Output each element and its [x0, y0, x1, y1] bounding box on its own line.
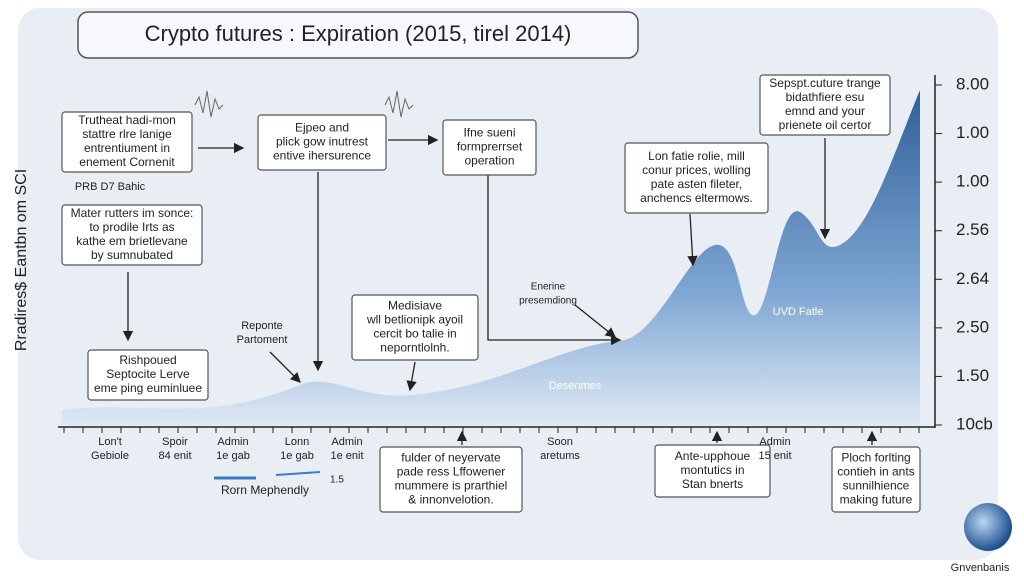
x-label: Lon't: [98, 436, 122, 448]
callout-text: operation: [464, 154, 514, 168]
callout-text: Lon fatie rolie, mill: [648, 149, 745, 163]
callout-text: emnd and your: [785, 104, 865, 118]
callout-text: formprerrset: [457, 140, 523, 154]
callout-text: cercit bo talie in: [373, 327, 456, 341]
callout-text: neporntlolnh.: [380, 341, 449, 355]
arrow: [269, 351, 301, 383]
x-label: 84 enit: [158, 450, 191, 462]
callout-text: prienete oil certor: [779, 118, 872, 132]
callout-text: mummere is prarthiel: [395, 479, 508, 493]
callout-text: Trutheat hadi-mon: [78, 113, 176, 127]
annotation: presemdiong: [519, 296, 577, 307]
callout-text: Septocite Lerve: [106, 367, 190, 381]
right-axis-label: 2.56: [956, 220, 989, 239]
arrow: [687, 213, 698, 267]
callout-text: Sepspt.cuture trange: [769, 76, 881, 90]
callout-text: Stan bnerts: [682, 477, 743, 491]
callout-text: kathe em brietlevane: [76, 234, 188, 248]
callout-text: enement Cornenit: [79, 155, 175, 169]
callout-box: [257, 114, 387, 171]
callout-text: eme ping euminluee: [94, 381, 202, 395]
x-label: aretums: [540, 450, 580, 462]
callout-text: Mater rutters im sonce:: [71, 206, 194, 220]
callout-box: [442, 119, 537, 176]
callout-text: pate asten fileter,: [651, 177, 742, 191]
x-label: Gebiole: [91, 450, 129, 462]
annotation: PRB D7 Bahic: [75, 181, 146, 193]
legend-label: Rorn Mephendly: [221, 483, 309, 497]
annotation: Enerine: [531, 282, 566, 293]
callout-text: Ifne sueni: [463, 126, 515, 140]
x-label: Lonn: [285, 436, 309, 448]
annotation: Partoment: [237, 334, 288, 346]
right-axis-label: 1.50: [956, 366, 989, 385]
callout-text: anchencs eltermows.: [640, 191, 753, 205]
logo: [964, 503, 1012, 551]
right-axis-label: 2.64: [956, 269, 989, 288]
right-axis-label: 2.50: [956, 317, 989, 336]
x-label: 15 enit: [758, 450, 791, 462]
callout-text: entrentiument in: [84, 141, 170, 155]
callout-text: Ejpeo and: [295, 121, 349, 135]
callout-text: wll betlionipk ayoil: [366, 313, 463, 327]
callout-text: to prodile Irts as: [89, 220, 174, 234]
arrow: [406, 361, 417, 392]
title: Crypto futures : Expiration (2015, tirel…: [145, 21, 572, 46]
callout-box: [379, 446, 523, 513]
callout-text: Medisiave: [388, 299, 442, 313]
area: [62, 90, 920, 425]
tick-marks: [63, 84, 942, 433]
annotation: Reponte: [241, 320, 283, 332]
callout-text: stattre rlre lanige: [82, 127, 172, 141]
right-axis-label: 1.00: [956, 123, 989, 142]
callout-text: by sumnubated: [91, 248, 173, 262]
callout-text: plick gow inutrest: [276, 135, 369, 149]
annotation: Desenmes: [549, 380, 602, 392]
x-label: Spoir: [162, 436, 188, 448]
title-box: [77, 11, 639, 59]
callout-box: [61, 111, 193, 173]
arrow: [487, 175, 622, 346]
callout-text: entive ihersurence: [273, 149, 371, 163]
right-axis-label: 1.00: [956, 172, 989, 191]
callout-box: [831, 446, 921, 513]
callout-box: [759, 74, 891, 136]
x-label: 1e gab: [280, 450, 314, 462]
callout-text: sunnilhience: [843, 479, 910, 493]
wave-icon: [384, 90, 414, 118]
callout-box: [87, 349, 209, 401]
callout-text: Ante-upphoue: [675, 449, 751, 463]
x-label: Admin: [217, 436, 248, 448]
x-label: Soon: [547, 436, 573, 448]
callout-box: [654, 444, 771, 498]
wave-icon: [194, 90, 224, 118]
x-label: 1e gab: [216, 450, 250, 462]
callout-text: bidathfiere esu: [786, 90, 865, 104]
callout-text: & innonvelotion.: [408, 493, 493, 507]
x-label: 1e enit: [330, 450, 363, 462]
arrow: [574, 304, 617, 338]
callout-text: contieh in ants: [837, 465, 914, 479]
legend-note: 1.5: [330, 475, 344, 486]
callout-text: montutics in: [680, 463, 744, 477]
callout-text: conur prices, wolling: [642, 163, 751, 177]
callout-text: Rishpoued: [119, 353, 176, 367]
callout-box: [61, 204, 203, 266]
x-label: Admin: [331, 436, 362, 448]
footer: Gnvenbanis: [951, 562, 1010, 574]
right-axis-label: 10cb: [956, 414, 993, 433]
y-axis-label: Rradires$ Eantbn om SCI: [13, 169, 30, 351]
callout-box: [351, 294, 479, 361]
x-label: Admin: [759, 436, 790, 448]
annotation: UVD Fatle: [773, 306, 824, 318]
callout-text: Ploch forlting: [841, 451, 910, 465]
callout-text: pade ress Lffowener: [397, 465, 506, 479]
callout-box: [624, 142, 769, 214]
callout-text: making future: [840, 493, 913, 507]
callout-text: fulder of neyervate: [401, 451, 501, 465]
legend-swatch: [275, 471, 321, 476]
right-axis-label: 8.00: [956, 74, 989, 93]
